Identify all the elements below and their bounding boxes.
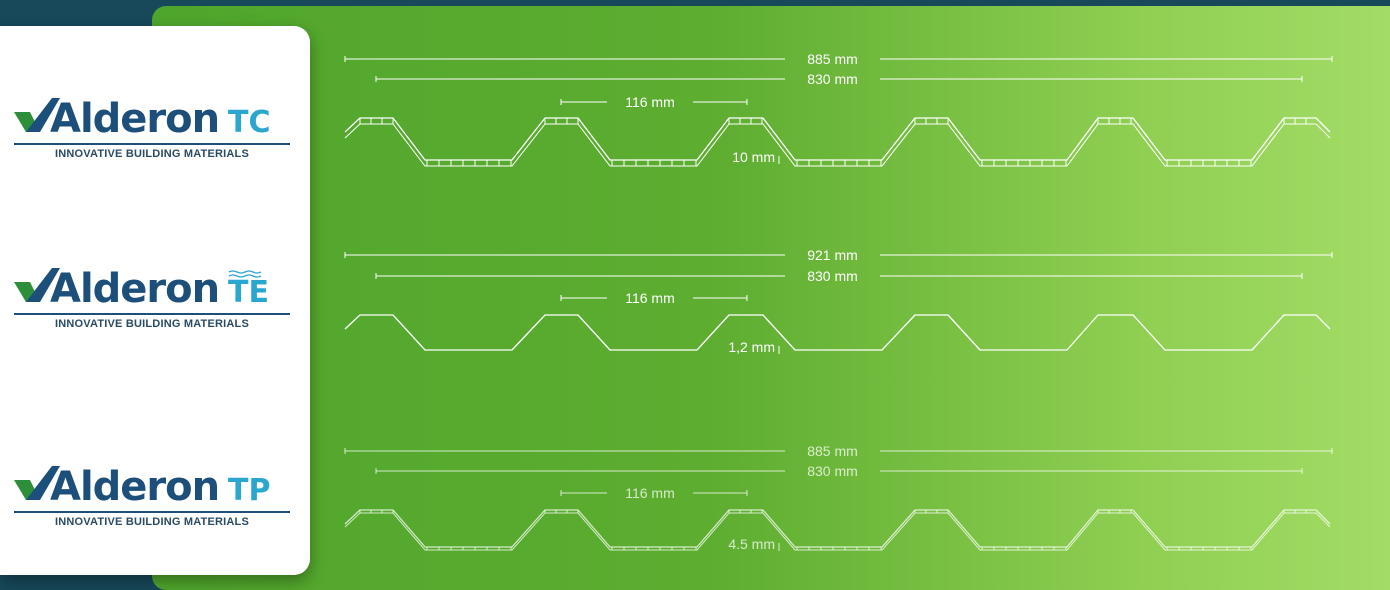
thickness-label-2: 4.5 mm xyxy=(728,536,775,552)
logo-card: Alderon TC INNOVATIVE BUILDING MATERIALS… xyxy=(0,26,310,575)
logo-underline xyxy=(14,143,290,145)
brand-suffix: TC xyxy=(228,105,271,140)
brand-name: Alderon xyxy=(50,464,220,510)
brand-suffix: TP xyxy=(228,473,271,508)
brand-name: Alderon xyxy=(50,266,220,312)
effective-width-0-label: 830 mm xyxy=(807,71,858,87)
thickness-label-1: 1,2 mm xyxy=(728,339,775,355)
pitch-0-label: 116 mm xyxy=(625,94,675,110)
total-width-0-label: 885 mm xyxy=(807,51,858,67)
swoosh-icon xyxy=(14,98,60,132)
brand-name: Alderon xyxy=(50,96,220,142)
profile-outline-2 xyxy=(344,509,1331,548)
brand-tagline: INNOVATIVE BUILDING MATERIALS xyxy=(54,318,250,330)
profile-outline-1 xyxy=(344,314,1331,351)
effective-width-1-label: 830 mm xyxy=(807,268,858,284)
wave-icon xyxy=(228,270,262,278)
logo-underline xyxy=(14,511,290,513)
pitch-2-label: 116 mm xyxy=(625,485,675,501)
thickness-label-0: 10 mm xyxy=(732,149,775,165)
swoosh-icon xyxy=(14,466,60,500)
brand-suffix: TE xyxy=(228,275,269,310)
total-width-2-label: 885 mm xyxy=(807,443,858,459)
effective-width-2-label: 830 mm xyxy=(807,463,858,479)
alderon-te-logo: Alderon TE INNOVATIVE BUILDING MATERIALS xyxy=(14,266,294,336)
profile-inner-wall-2 xyxy=(344,512,1331,551)
alderon-tc-logo: Alderon TC INNOVATIVE BUILDING MATERIALS xyxy=(14,96,294,166)
logo-underline xyxy=(14,313,290,315)
profile-outline-0 xyxy=(344,117,1331,161)
alderon-tp-logo: Alderon TP INNOVATIVE BUILDING MATERIALS xyxy=(14,464,294,534)
brand-tagline: INNOVATIVE BUILDING MATERIALS xyxy=(54,516,250,528)
diagram-panel xyxy=(152,6,1390,590)
brand-tagline: INNOVATIVE BUILDING MATERIALS xyxy=(54,148,250,160)
total-width-1-label: 921 mm xyxy=(807,247,858,263)
pitch-1-label: 116 mm xyxy=(625,290,675,306)
swoosh-icon xyxy=(14,268,60,302)
